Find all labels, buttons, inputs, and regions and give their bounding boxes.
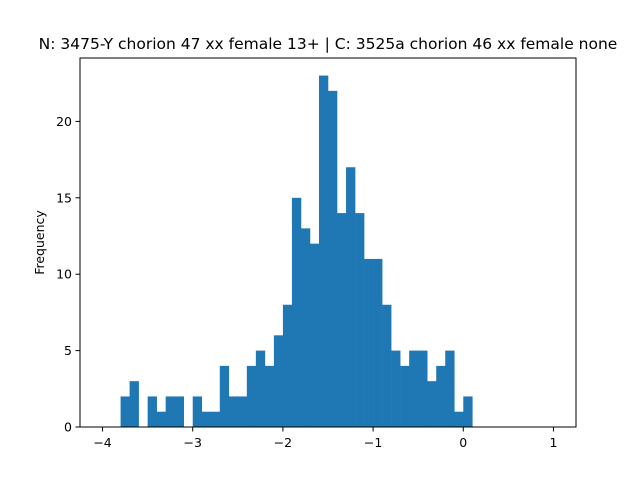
y-axis-label: Frequency <box>32 210 47 275</box>
histogram-bar <box>364 258 374 427</box>
x-tick-label: 1 <box>549 435 557 450</box>
histogram-bar <box>273 335 284 427</box>
histogram-bar <box>436 365 446 427</box>
histogram-bar <box>156 411 166 427</box>
histogram-bar <box>192 396 203 427</box>
histogram-bar <box>382 304 392 427</box>
chart-title: N: 3475-Y chorion 47 xx female 13+ | C: … <box>39 35 618 53</box>
histogram-bar <box>391 350 401 427</box>
bars-group <box>120 75 473 428</box>
y-tick-label: 5 <box>64 343 72 358</box>
histogram-bar <box>291 197 302 427</box>
x-tick-label: −2 <box>274 435 292 450</box>
y-tick-label: 10 <box>56 267 72 282</box>
histogram-bar <box>463 396 473 427</box>
histogram-bar <box>282 304 293 427</box>
histogram-bar <box>337 213 347 427</box>
x-tick-label: −3 <box>184 435 202 450</box>
histogram-bar <box>201 411 212 427</box>
histogram-bar <box>246 365 257 427</box>
histogram-bar <box>210 411 221 427</box>
histogram-bar <box>219 365 230 427</box>
histogram-bar <box>237 396 248 427</box>
histogram-bar <box>129 381 139 427</box>
x-tick-label: −1 <box>364 435 382 450</box>
histogram-bar <box>346 167 356 427</box>
histogram-bar <box>373 258 383 427</box>
histogram-bar <box>328 90 338 428</box>
y-tick-label: 15 <box>56 190 72 205</box>
histogram-bar <box>147 396 157 427</box>
y-tick-label: 20 <box>56 114 72 129</box>
histogram-bar <box>445 350 455 427</box>
x-tick-label: −4 <box>93 435 111 450</box>
histogram-bar <box>409 350 419 427</box>
histogram-bar <box>400 365 410 427</box>
histogram-bar <box>454 411 464 427</box>
histogram-bar <box>427 381 437 427</box>
histogram-bar <box>309 243 320 427</box>
histogram-bar <box>318 75 329 428</box>
histogram-bar <box>228 396 239 427</box>
axes-frame <box>79 57 577 428</box>
histogram-bar <box>255 350 266 427</box>
y-tick-label: 0 <box>64 420 72 435</box>
x-axis: −4 −3 −2 −1 0 1 <box>93 427 557 450</box>
histogram-bar <box>300 228 311 427</box>
y-axis: 0 5 10 15 20 <box>56 114 80 435</box>
histogram-bar <box>165 396 175 427</box>
histogram-bar <box>174 396 185 427</box>
histogram-bar <box>120 396 130 427</box>
x-tick-label: 0 <box>459 435 467 450</box>
histogram-bar <box>264 365 275 427</box>
histogram-bar <box>355 213 365 427</box>
histogram-bar <box>418 350 428 427</box>
